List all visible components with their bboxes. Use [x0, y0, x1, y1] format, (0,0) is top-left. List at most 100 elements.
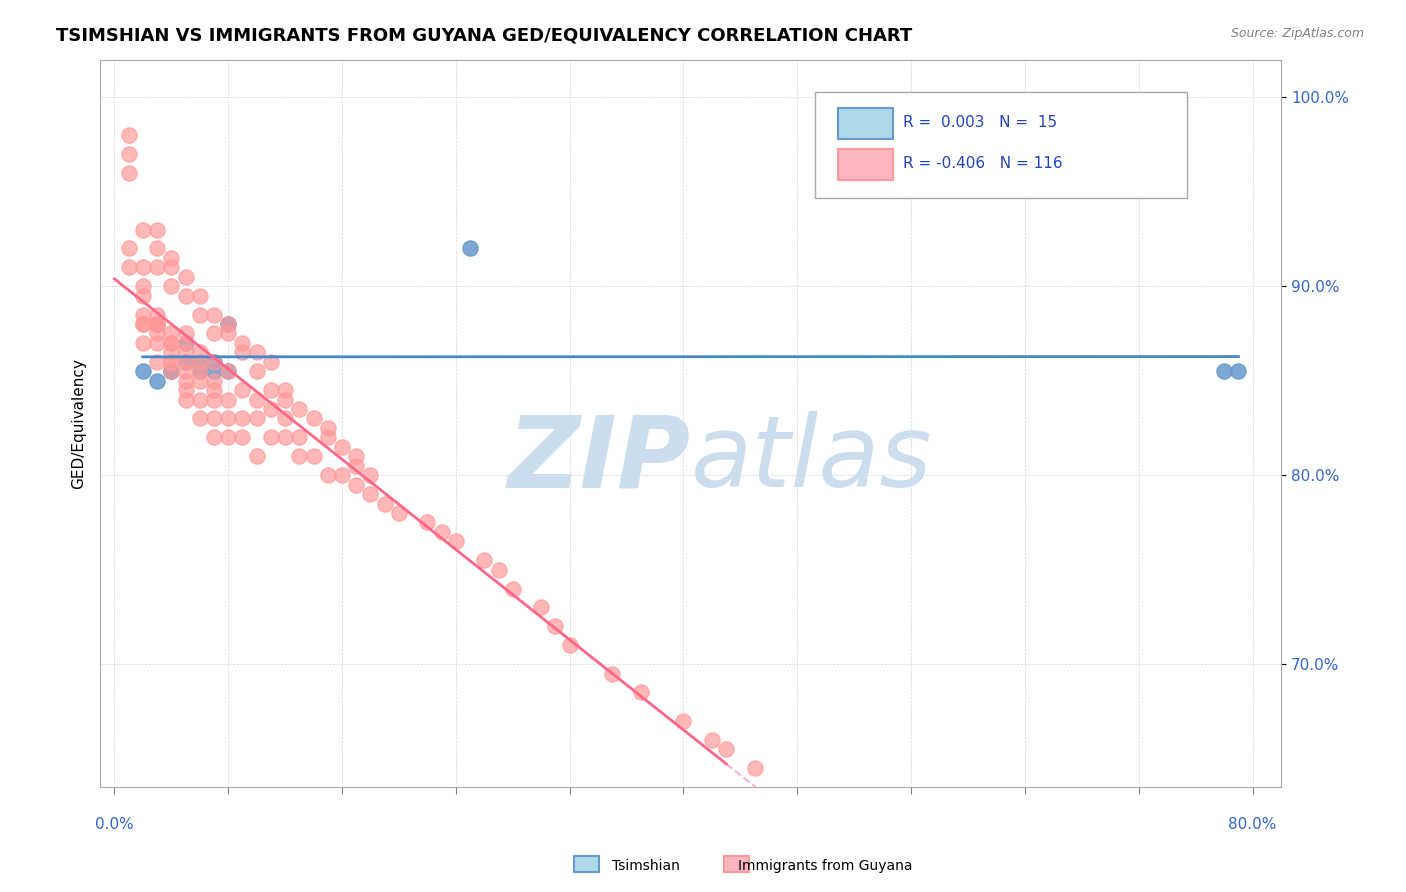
Point [558, 638, 581, 652]
Point [246, 345, 269, 359]
Point [1213, 364, 1236, 378]
Point [202, 374, 225, 388]
Point [132, 317, 155, 331]
Point [217, 411, 239, 425]
Point [188, 392, 211, 407]
Point [132, 222, 155, 236]
Point [117, 242, 139, 256]
Point [1227, 364, 1250, 378]
Point [530, 600, 553, 615]
FancyBboxPatch shape [838, 149, 893, 179]
Point [146, 260, 169, 275]
Point [359, 468, 381, 483]
Point [146, 326, 169, 341]
Point [146, 374, 169, 388]
Point [174, 345, 197, 359]
Point [202, 411, 225, 425]
Point [174, 335, 197, 350]
Point [132, 364, 155, 378]
Point [302, 450, 325, 464]
Point [188, 411, 211, 425]
Text: Tsimshian: Tsimshian [612, 859, 679, 872]
Point [260, 355, 283, 369]
Point [188, 308, 211, 322]
Point [316, 421, 339, 435]
Point [202, 430, 225, 444]
Point [231, 335, 253, 350]
FancyBboxPatch shape [838, 108, 893, 139]
Point [488, 563, 510, 577]
Point [246, 392, 269, 407]
Point [160, 355, 183, 369]
Point [344, 458, 367, 473]
Point [274, 383, 297, 397]
Point [160, 251, 183, 265]
Point [260, 402, 283, 417]
Point [174, 269, 197, 284]
Point [202, 364, 225, 378]
Point [231, 383, 253, 397]
Point [330, 440, 353, 454]
Point [416, 516, 439, 530]
Point [146, 222, 169, 236]
Point [146, 317, 169, 331]
Point [444, 534, 467, 549]
Text: R =  0.003   N =  15: R = 0.003 N = 15 [903, 115, 1057, 130]
Point [274, 411, 297, 425]
Point [202, 383, 225, 397]
Point [174, 355, 197, 369]
Point [160, 364, 183, 378]
Point [246, 411, 269, 425]
Point [160, 260, 183, 275]
Point [217, 430, 239, 444]
Point [260, 430, 283, 444]
Point [174, 392, 197, 407]
Point [146, 308, 169, 322]
Point [160, 335, 183, 350]
Point [188, 289, 211, 303]
Point [188, 355, 211, 369]
Point [472, 553, 495, 567]
Point [160, 335, 183, 350]
Point [174, 364, 197, 378]
Point [246, 450, 269, 464]
Point [146, 317, 169, 331]
Point [217, 364, 239, 378]
Point [174, 374, 197, 388]
Text: Immigrants from Guyana: Immigrants from Guyana [738, 859, 912, 872]
Point [160, 355, 183, 369]
Point [160, 345, 183, 359]
Point [160, 326, 183, 341]
Point [146, 335, 169, 350]
Point [146, 242, 169, 256]
Point [202, 308, 225, 322]
Point [160, 279, 183, 293]
Point [430, 524, 453, 539]
Point [132, 308, 155, 322]
Point [316, 468, 339, 483]
Point [260, 383, 283, 397]
Point [217, 317, 239, 331]
Point [630, 685, 652, 699]
Text: R = -0.406   N = 116: R = -0.406 N = 116 [903, 156, 1063, 171]
Point [316, 430, 339, 444]
Point [174, 383, 197, 397]
Point [344, 477, 367, 491]
Point [288, 450, 311, 464]
Point [288, 402, 311, 417]
Point [288, 430, 311, 444]
Point [458, 242, 481, 256]
Point [246, 364, 269, 378]
Point [330, 468, 353, 483]
Point [700, 732, 723, 747]
Point [744, 761, 766, 775]
Point [188, 364, 211, 378]
Text: atlas: atlas [690, 411, 932, 508]
Point [174, 335, 197, 350]
Point [117, 166, 139, 180]
Bar [724, 856, 749, 872]
Text: ZIP: ZIP [508, 411, 690, 508]
Point [202, 326, 225, 341]
Point [188, 374, 211, 388]
Point [217, 326, 239, 341]
